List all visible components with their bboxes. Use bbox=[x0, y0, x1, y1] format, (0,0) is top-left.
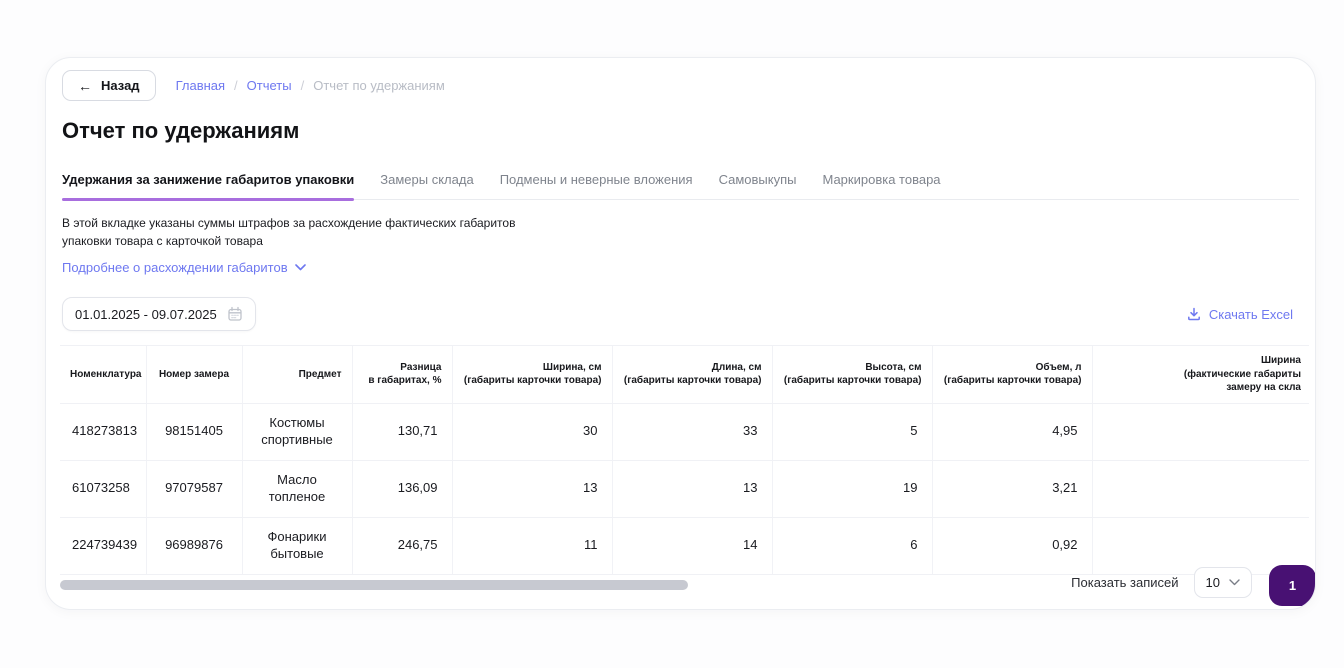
back-button-label: Назад bbox=[101, 78, 140, 93]
table-cell: 6 bbox=[771, 517, 932, 575]
table-cell: 136,09 bbox=[351, 460, 452, 518]
tab-2[interactable]: Подмены и неверные вложения bbox=[499, 172, 693, 187]
page-size-select[interactable]: 10 bbox=[1193, 567, 1252, 598]
table-row-1: 61073258 97079587 Масло топленое 136,09 13 13… bbox=[60, 460, 1309, 518]
details-link-label: Подробнее о расхождении габаритов bbox=[62, 260, 288, 275]
table-cell: 418273813 bbox=[60, 403, 146, 461]
column-header-1: Номер замера bbox=[145, 345, 242, 404]
page-size-value: 10 bbox=[1205, 575, 1220, 590]
table-cell: 97079587 bbox=[145, 460, 242, 518]
calendar-icon bbox=[227, 306, 243, 322]
table-cell: 96989876 bbox=[145, 517, 242, 575]
breadcrumb-separator: / bbox=[300, 78, 305, 93]
horizontal-scrollbar bbox=[60, 579, 1309, 590]
table-cell bbox=[1091, 403, 1309, 461]
report-card: ← Назад Главная / Отчеты / Отчет по удер… bbox=[45, 57, 1316, 610]
table-cell: 3,21 bbox=[931, 460, 1092, 518]
breadcrumb: Главная / Отчеты / Отчет по удержаниям bbox=[176, 78, 445, 93]
column-header-7: Объем, л (габариты карточки товара) bbox=[931, 345, 1092, 404]
table-cell: Костюмы спортивные bbox=[241, 403, 352, 461]
tab-1[interactable]: Замеры склада bbox=[380, 172, 474, 187]
filters-row: 01.01.2025 - 09.07.2025 Скачать Excel bbox=[62, 297, 1293, 331]
page-title: Отчет по удержаниям bbox=[62, 118, 300, 143]
deductions-table: Номенклатура Номер замера Предмет Разница в… bbox=[60, 345, 1309, 575]
table-cell: 13 bbox=[451, 460, 612, 518]
column-header-0: Номенклатура bbox=[60, 345, 146, 404]
table-cell: 61073258 bbox=[60, 460, 146, 518]
table-header-row: Номенклатура Номер замера Предмет Разница в… bbox=[60, 345, 1309, 404]
table-cell: 5 bbox=[771, 403, 932, 461]
table-cell: 14 bbox=[611, 517, 772, 575]
page-size-label: Показать записей bbox=[1071, 575, 1179, 590]
tab-bar: Удержания за занижение габаритов упаковк… bbox=[62, 168, 1299, 201]
table-cell: 130,71 bbox=[351, 403, 452, 461]
table-cell: 246,75 bbox=[351, 517, 452, 575]
table-container: Номенклатура Номер замера Предмет Разница в… bbox=[60, 345, 1309, 575]
table-cell: 0,92 bbox=[931, 517, 1092, 575]
table-cell: 11 bbox=[451, 517, 612, 575]
chevron-down-icon bbox=[294, 264, 306, 271]
breadcrumb-current: Отчет по удержаниям bbox=[313, 78, 445, 93]
breadcrumb-link-reports[interactable]: Отчеты bbox=[246, 78, 292, 93]
details-link[interactable]: Подробнее о расхождении габаритов bbox=[62, 260, 306, 275]
breadcrumb-separator: / bbox=[234, 78, 238, 93]
table-cell: Фонарики бытовые bbox=[241, 517, 352, 575]
table-cell: Масло топленое bbox=[241, 460, 352, 518]
table-row-2: 224739439 96989876 Фонарики бытовые 246,75 1… bbox=[60, 517, 1309, 575]
column-header-6: Высота, см (габариты карточки товара) bbox=[771, 345, 932, 404]
download-excel-label: Скачать Excel bbox=[1208, 306, 1293, 322]
table-cell: 13 bbox=[611, 460, 772, 518]
tab-4[interactable]: Маркировка товара bbox=[822, 172, 941, 187]
topbar: ← Назад Главная / Отчеты / Отчет по удер… bbox=[62, 70, 1299, 101]
download-excel-link[interactable]: Скачать Excel bbox=[1187, 307, 1293, 322]
arrow-left-icon: ← bbox=[78, 77, 92, 94]
tab-3[interactable]: Самовыкупы bbox=[718, 172, 797, 187]
column-header-5: Длина, см (габариты карточки товара) bbox=[611, 345, 772, 404]
column-header-3: Разница в габаритах, % bbox=[351, 345, 452, 404]
date-range-picker[interactable]: 01.01.2025 - 09.07.2025 bbox=[62, 297, 256, 331]
breadcrumb-link-home[interactable]: Главная bbox=[175, 78, 226, 93]
table-cell: 19 bbox=[771, 460, 932, 518]
table-cell: 4,95 bbox=[931, 403, 1092, 461]
table-cell: 33 bbox=[611, 403, 772, 461]
date-range-value: 01.01.2025 - 09.07.2025 bbox=[75, 306, 217, 322]
scrollbar-thumb[interactable] bbox=[60, 579, 688, 590]
table-cell: 224739439 bbox=[60, 517, 146, 575]
pagination-footer: Показать записей 10 bbox=[1071, 567, 1252, 598]
table-cell: 98151405 bbox=[145, 403, 242, 461]
back-button[interactable]: ← Назад bbox=[62, 70, 156, 101]
table-row-0: 418273813 98151405 Костюмы спортивные 130,7… bbox=[60, 403, 1309, 461]
table-cell: 30 bbox=[451, 403, 612, 461]
column-header-4: Ширина, см (габариты карточки товара) bbox=[451, 345, 612, 404]
tab-description: В этой вкладке указаны суммы штрафов за … bbox=[62, 216, 516, 248]
pagination-page-1-button[interactable]: 1 bbox=[1269, 565, 1315, 606]
column-header-8: Ширина (фактические габариты замеру на с… bbox=[1091, 345, 1309, 404]
download-icon bbox=[1187, 307, 1201, 321]
tab-0[interactable]: Удержания за занижение габаритов упаковк… bbox=[62, 168, 355, 201]
chevron-down-icon bbox=[1229, 579, 1240, 586]
table-cell bbox=[1091, 460, 1309, 518]
column-header-2: Предмет bbox=[241, 345, 352, 404]
table-cell bbox=[1091, 517, 1309, 575]
